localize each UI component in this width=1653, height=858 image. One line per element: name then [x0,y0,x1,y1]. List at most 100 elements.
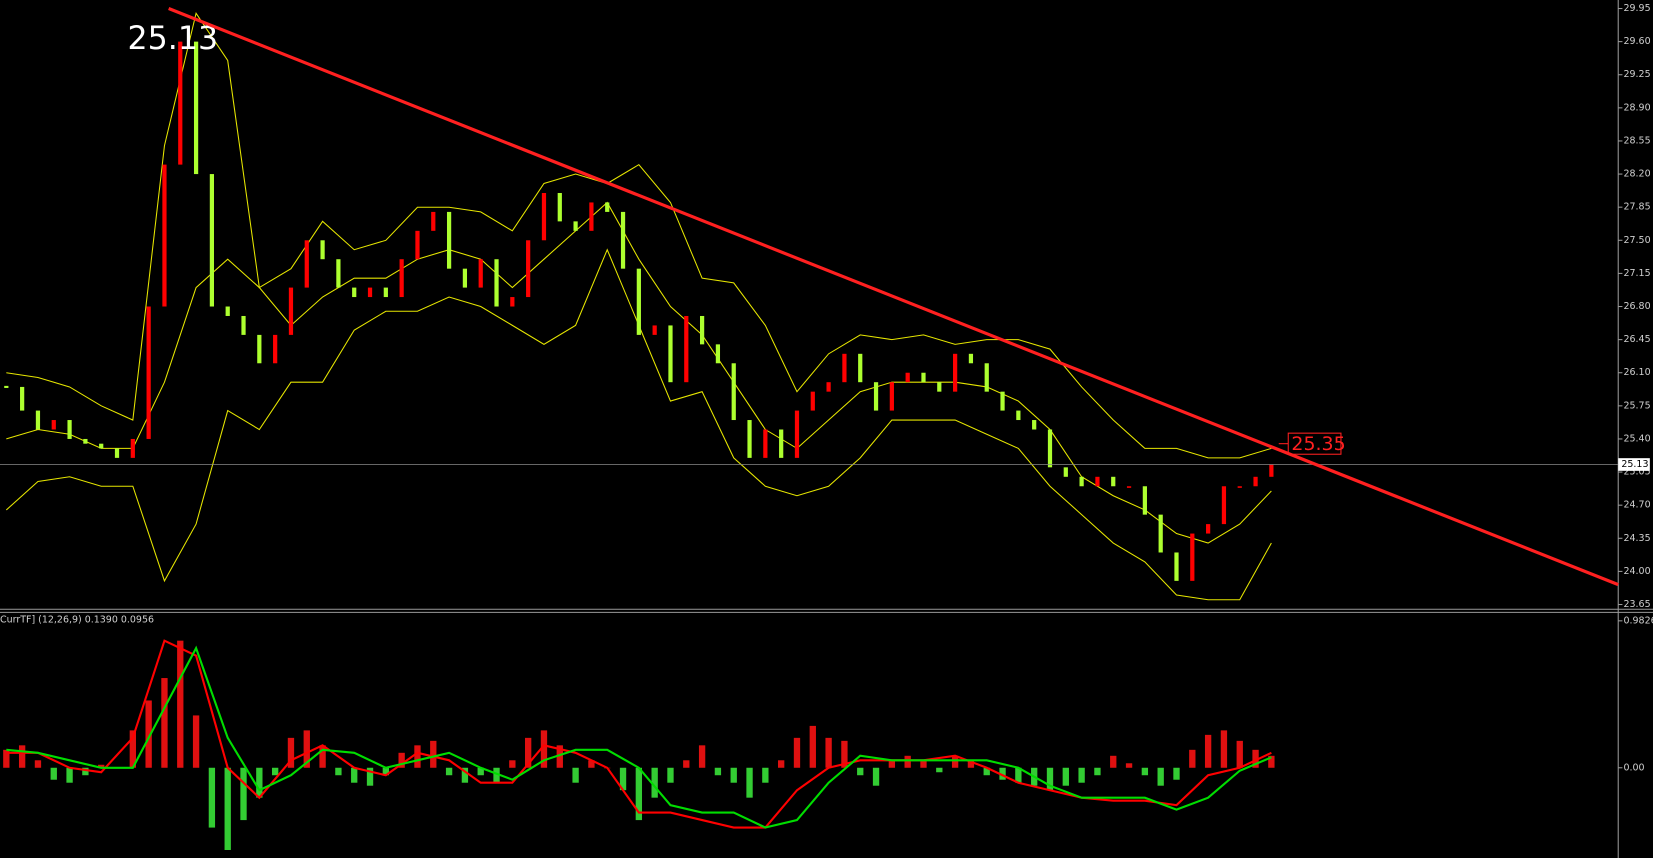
histogram-bar [303,730,310,768]
candle [842,353,847,383]
y-tick-label: 26.45 [1623,334,1650,345]
candle [462,268,468,288]
candle [1174,552,1179,581]
candle [415,230,420,260]
histogram-bar [1015,767,1022,783]
candle [731,363,736,421]
histogram-bar [461,767,469,783]
last-price-label: 25.13 [1621,459,1648,470]
histogram-bar [857,767,864,776]
candle [352,287,357,298]
candle [620,211,626,269]
histogram-bar [177,640,184,768]
histogram-bar [967,760,975,768]
histogram-bar [1094,767,1101,776]
candle [715,344,721,364]
candle [241,315,246,335]
histogram-bar [98,764,105,768]
histogram-bar [904,755,911,768]
histogram-bar [145,700,152,768]
histogram-bar [1157,767,1164,786]
y-tick-label: 27.15 [1623,268,1650,279]
candle [1000,391,1005,411]
histogram-bar [667,767,674,783]
candle [257,334,262,364]
candle [573,221,578,231]
y-tick-label: 27.50 [1623,235,1650,246]
histogram-bar [762,767,769,783]
histogram-bar [1189,749,1196,768]
candle [968,353,974,364]
candle [557,192,562,222]
y-tick-label: 28.20 [1623,169,1650,180]
histogram-bar [588,760,595,768]
histogram-bar [793,737,801,768]
candle [1016,410,1021,421]
histogram-bar [493,767,500,783]
candle [1032,420,1037,430]
y-tick-label: 25.40 [1623,433,1650,444]
y-tick-label: 23.65 [1623,599,1650,610]
candle [83,438,88,444]
candle [510,297,515,307]
candle [1126,486,1132,488]
histogram-bar [66,767,73,783]
y-tick-label: 28.55 [1623,135,1650,146]
y-tick-label: 24.00 [1623,566,1650,577]
price-annotation: 25.13 [128,21,219,57]
candle [51,420,56,430]
histogram-bar [841,740,848,768]
candle [494,259,499,307]
histogram-bar [335,767,342,776]
y-tick-label: 25.75 [1623,400,1650,411]
y-tick-label: 27.85 [1623,202,1650,213]
histogram-bar [951,755,959,768]
indicator-label: CurrTF] (12,26,9) 0.1390 0.0956 [0,614,154,625]
candle [273,334,278,364]
y-tick-label: 25.05 [1623,467,1650,478]
histogram-bar [129,730,136,768]
candle [67,420,72,439]
candle [1269,464,1274,477]
histogram-bar [872,767,880,786]
y-tick-label: 0.00 [1623,762,1644,773]
histogram-bar [208,767,216,828]
histogram-bar [1046,767,1054,791]
candle [1095,476,1100,487]
candle [636,268,641,335]
candle [1158,514,1163,553]
candle [1111,476,1116,487]
candle [1221,486,1227,525]
bollinger-band [6,201,1272,544]
histogram-bar [556,745,563,768]
candle [668,325,673,383]
histogram-bar [256,767,263,798]
histogram-bar [240,767,247,821]
candle [779,429,784,458]
candle [431,211,436,231]
candle [763,429,768,458]
candle [193,41,199,175]
candle [1079,476,1084,487]
candle [984,363,989,392]
candle [652,325,657,335]
histogram-bar [50,767,57,780]
histogram-bar [1141,767,1149,776]
candle [446,211,452,269]
y-tick-label: 24.70 [1623,500,1650,511]
histogram-bar [477,767,484,776]
histogram-bar [999,767,1006,780]
candle [794,410,800,458]
candle [367,287,373,298]
candle [99,443,104,449]
histogram-bar [414,745,421,768]
histogram-bar [746,767,753,798]
candle [1190,533,1195,581]
candle [383,287,388,298]
candle [336,259,341,288]
candle [1047,429,1053,468]
candle [858,353,863,383]
histogram-bar [1125,763,1133,768]
histogram-bar [730,767,737,783]
